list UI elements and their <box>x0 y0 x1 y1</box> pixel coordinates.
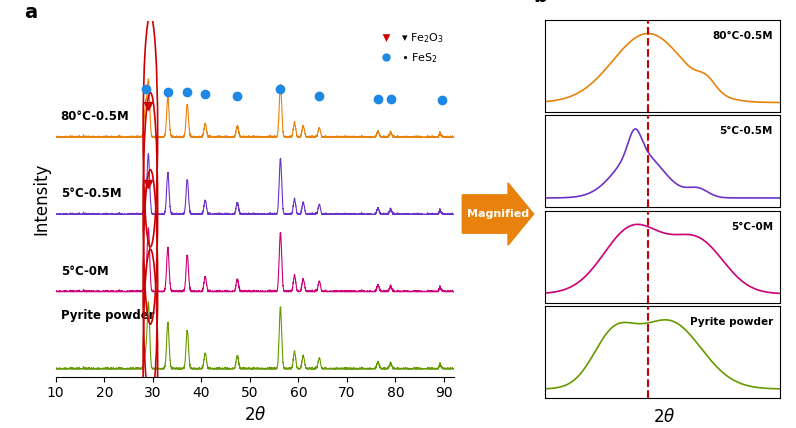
Text: 5°C-0M: 5°C-0M <box>60 265 108 278</box>
Legend: $\blacktriangledown$ Fe$_2$O$_3$, $\bullet$ FeS$_2$: $\blacktriangledown$ Fe$_2$O$_3$, $\bull… <box>371 27 448 69</box>
Text: Pyrite powder: Pyrite powder <box>60 309 154 322</box>
Text: $2\theta$: $2\theta$ <box>654 407 676 425</box>
Text: 5°C-0M: 5°C-0M <box>731 222 773 232</box>
X-axis label: $2\theta$: $2\theta$ <box>244 406 266 424</box>
Text: 5°C-0.5M: 5°C-0.5M <box>60 187 121 200</box>
Text: a: a <box>24 3 37 22</box>
Text: Pyrite powder: Pyrite powder <box>690 317 773 327</box>
Text: Magnified: Magnified <box>467 209 529 219</box>
Text: 5°C-0.5M: 5°C-0.5M <box>720 126 773 136</box>
Text: 80°C-0.5M: 80°C-0.5M <box>712 31 773 41</box>
FancyArrow shape <box>462 183 533 245</box>
Text: b: b <box>533 0 548 6</box>
Text: 80°C-0.5M: 80°C-0.5M <box>60 110 129 123</box>
Y-axis label: Intensity: Intensity <box>32 163 50 235</box>
